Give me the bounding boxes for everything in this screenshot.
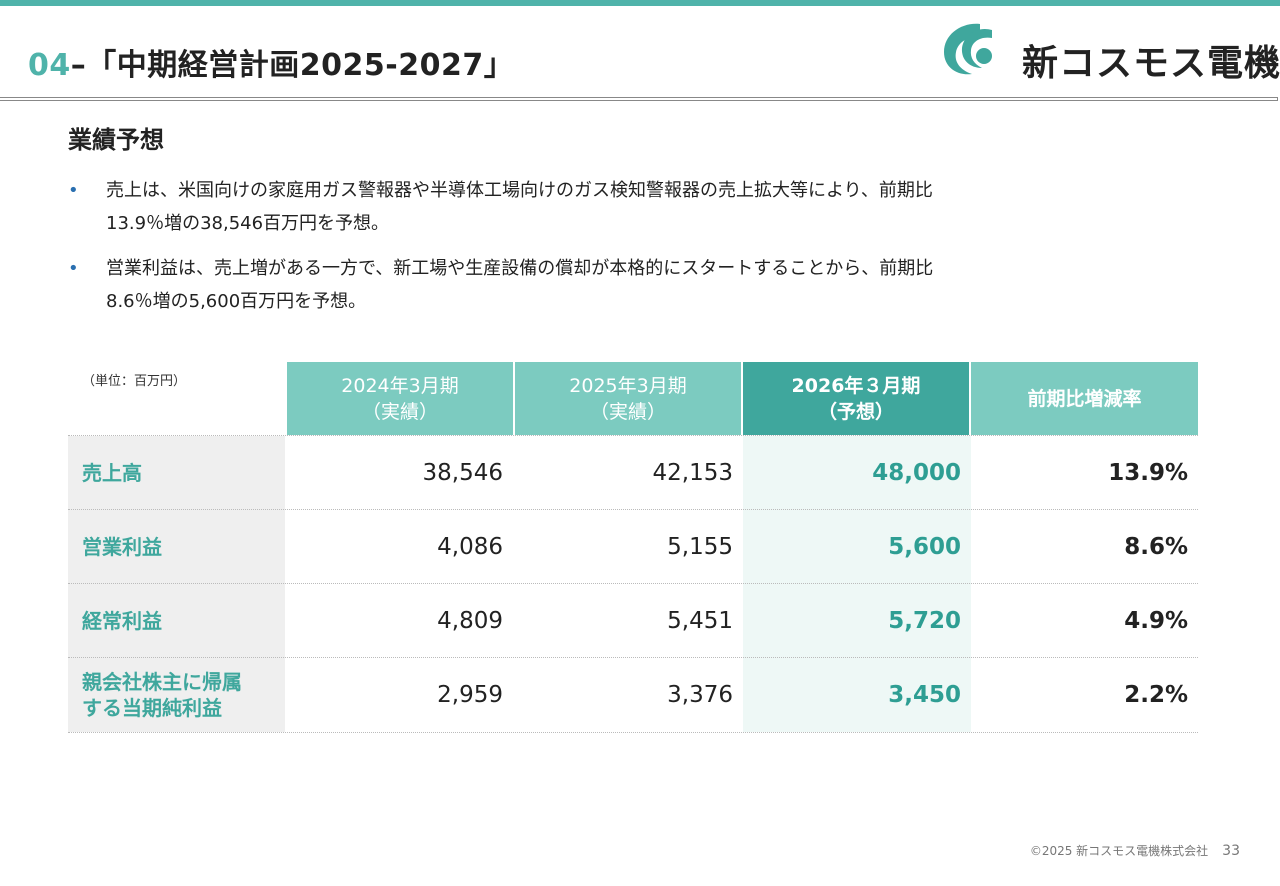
header-fy2026: 2026年３月期 （予想） [743, 362, 969, 435]
bullet-item: • 売上は、米国向けの家庭用ガス警報器や半導体工場向けのガス検知警報器の売上拡大… [68, 174, 1188, 240]
row-label-text: する当期純利益 [82, 696, 222, 720]
bullet-item: • 営業利益は、売上増がある一方で、新工場や生産設備の償却が本格的にスタートする… [68, 252, 1188, 318]
page-title: 04–「中期経営計画2025-2027」 [28, 40, 514, 84]
value-yoy-change: 13.9% [1108, 460, 1188, 486]
value-fy2026: 5,720 [743, 584, 971, 658]
bullet-dot-icon: • [68, 180, 79, 201]
value-fy2024: 4,086 [437, 534, 503, 560]
bullet-line: 8.6％増の5,600百万円を予想。 [106, 291, 367, 312]
table-row: 営業利益 4,086 5,155 5,600 8.6% [68, 509, 1198, 584]
logo-text: 新コスモス電機 [1022, 43, 1280, 84]
value-yoy-change: 4.9% [1124, 608, 1188, 634]
value-yoy-change: 2.2% [1124, 682, 1188, 708]
value-fy2025: 3,376 [667, 682, 733, 708]
table-row: 親会社株主に帰属 する当期純利益 2,959 3,376 3,450 2.2% [68, 657, 1198, 733]
header-line: 2026年３月期 [791, 374, 921, 397]
value-fy2026: 5,600 [743, 510, 971, 584]
value-fy2025: 5,155 [667, 534, 733, 560]
header-yoy-change: 前期比増減率 [971, 362, 1198, 435]
table-row: 経常利益 4,809 5,451 5,720 4.9% [68, 583, 1198, 658]
row-label-text: 経常利益 [82, 609, 162, 633]
value-yoy-change: 8.6% [1124, 534, 1188, 560]
table-row: 売上高 38,546 42,153 48,000 13.9% [68, 435, 1198, 510]
copyright: ©2025 新コスモス電機株式会社 [1029, 844, 1209, 858]
bullet-line: 13.9％増の38,546百万円を予想。 [106, 213, 390, 234]
logo-mark-icon [944, 23, 992, 75]
value-fy2024: 2,959 [437, 682, 503, 708]
header-line: （実績） [589, 400, 666, 423]
header-fy2024: 2024年3月期 （実績） [287, 362, 513, 435]
section-heading: 業績予想 [68, 126, 164, 154]
page-number: 33 [1222, 843, 1240, 859]
value-fy2026: 48,000 [743, 436, 971, 510]
unit-label: （単位：百万円） [82, 374, 187, 389]
header-fy2025: 2025年3月期 （実績） [515, 362, 741, 435]
bullet-list: • 売上は、米国向けの家庭用ガス警報器や半導体工場向けのガス検知警報器の売上拡大… [68, 174, 1188, 330]
bullet-line: 営業利益は、売上増がある一方で、新工場や生産設備の償却が本格的にスタートすること… [106, 258, 934, 279]
row-label: 親会社株主に帰属 する当期純利益 [68, 658, 285, 732]
row-label: 営業利益 [68, 510, 285, 584]
row-label: 経常利益 [68, 584, 285, 658]
row-label: 売上高 [68, 436, 285, 510]
title-number: 04 [28, 48, 71, 83]
value-fy2025: 42,153 [652, 460, 733, 486]
top-accent-bar [0, 0, 1280, 6]
value-fy2024: 4,809 [437, 608, 503, 634]
header-line: 前期比増減率 [1027, 387, 1142, 410]
title-text: –「中期経営計画2025-2027」 [70, 48, 515, 83]
header-line: 2025年3月期 [569, 374, 687, 397]
value-fy2024: 38,546 [422, 460, 503, 486]
row-label-text: 親会社株主に帰属 [82, 670, 242, 694]
value-fy2026: 3,450 [743, 658, 971, 732]
row-label-text: 売上高 [82, 461, 142, 485]
bullet-line: 売上は、米国向けの家庭用ガス警報器や半導体工場向けのガス検知警報器の売上拡大等に… [106, 180, 933, 201]
bullet-dot-icon: • [68, 258, 79, 279]
header-line: （予想） [817, 400, 894, 423]
header-divider [0, 97, 1278, 101]
header-line: （実績） [361, 400, 438, 423]
header-line: 2024年3月期 [341, 374, 459, 397]
value-fy2025: 5,451 [667, 608, 733, 634]
company-logo: 新コスモス電機 [940, 20, 1280, 84]
footer: ©2025 新コスモス電機株式会社 33 [1030, 842, 1240, 859]
row-label-text: 営業利益 [82, 535, 162, 559]
